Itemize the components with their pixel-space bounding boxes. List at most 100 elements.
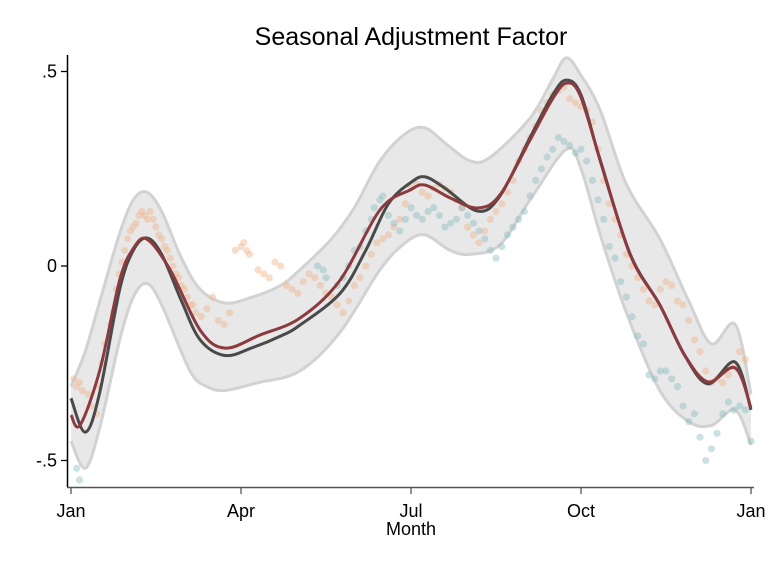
scatter-point-observed-b [520, 207, 529, 216]
scatter-point-observed-b [600, 215, 608, 223]
scatter-point-observed-b [481, 235, 489, 243]
scatter-point-observed-a [339, 309, 347, 317]
scatter-point-observed-b [464, 211, 472, 219]
scatter-point-observed-b [424, 207, 432, 216]
scatter-point-observed-b [617, 278, 625, 286]
scatter-point-observed-a [166, 254, 174, 262]
scatter-point-observed-a [390, 223, 398, 231]
scatter-point-observed-a [469, 231, 477, 239]
scatter-point-observed-a [401, 200, 409, 208]
scatter-point-observed-a [169, 262, 177, 270]
scatter-point-observed-a [245, 250, 254, 258]
scatter-point-observed-a [418, 188, 426, 196]
scatter-point-observed-b [713, 429, 721, 437]
y-tick-label: -.5 [36, 451, 57, 471]
scatter-point-observed-a [696, 348, 704, 356]
scatter-point-observed-b [322, 274, 330, 282]
scatter-point-observed-a [288, 285, 296, 293]
confidence-band-area [71, 57, 752, 469]
scatter-point-observed-b [469, 219, 477, 227]
scatter-point-observed-b [532, 176, 540, 184]
scatter-point-observed-a [138, 207, 146, 216]
scatter-point-observed-a [464, 223, 472, 231]
scatter-point-observed-a [146, 207, 154, 216]
scatter-point-observed-b [492, 254, 500, 262]
scatter-point-observed-a [237, 243, 245, 251]
x-tick-label: Jan [737, 501, 766, 521]
scatter-point-observed-a [475, 239, 483, 247]
scatter-point-observed-b [622, 293, 631, 301]
scatter-point-observed-b [724, 398, 733, 406]
scatter-point-observed-b [639, 340, 648, 348]
scatter-point-observed-b [498, 243, 506, 251]
scatter-point-observed-a [126, 227, 135, 235]
scatter-point-observed-b [401, 215, 409, 223]
scatter-point-observed-b [435, 211, 443, 219]
scatter-point-observed-b [651, 375, 659, 383]
scatter-point-observed-b [560, 137, 568, 146]
scatter-point-observed-a [656, 285, 665, 293]
scatter-point-observed-b [628, 313, 636, 321]
scatter-point-observed-b [503, 231, 511, 239]
scatter-point-observed-b [549, 145, 557, 153]
x-tick-label: Oct [567, 501, 595, 521]
scatter-point-observed-b [319, 266, 327, 274]
scatter-point-observed-a [214, 316, 222, 325]
scatter-point-observed-b [515, 215, 523, 223]
scatter-point-observed-a [345, 297, 353, 305]
scatter-point-observed-b [696, 433, 704, 441]
scatter-point-observed-a [260, 270, 268, 278]
scatter-point-observed-a [124, 235, 132, 243]
scatter-point-observed-a [356, 274, 364, 282]
scatter-point-observed-b [396, 227, 404, 235]
scatter-point-observed-a [129, 223, 137, 231]
x-axis-title: Month [386, 519, 436, 539]
scatter-point-observed-b [588, 176, 597, 184]
scatter-point-observed-a [265, 274, 273, 282]
scatter-point-observed-a [362, 262, 370, 270]
scatter-point-observed-a [180, 285, 188, 293]
scatter-point-observed-b [430, 204, 438, 212]
scatter-point-observed-b [475, 227, 483, 235]
scatter-point-observed-a [481, 227, 489, 235]
scatter-point-observed-a [486, 215, 494, 223]
scatter-point-observed-b [571, 149, 580, 157]
scatter-point-observed-a [498, 200, 506, 208]
scatter-point-observed-b [645, 371, 653, 379]
scatter-point-observed-a [305, 270, 313, 278]
scatter-point-observed-b [747, 437, 755, 445]
scatter-point-observed-a [741, 355, 750, 363]
scatter-point-observed-a [209, 293, 217, 301]
scatter-point-observed-a [189, 301, 197, 309]
scatter-point-observed-a [384, 231, 392, 239]
line-layer [69, 78, 753, 434]
scatter-point-observed-a [662, 278, 670, 286]
scatter-point-observed-a [294, 289, 302, 297]
scatter-point-observed-a [158, 235, 166, 243]
scatter-point-observed-b [447, 219, 455, 227]
scatter-point-observed-a [679, 301, 687, 309]
scatter-point-observed-a [149, 215, 157, 223]
scatter-point-observed-b [656, 367, 665, 375]
scatter-point-observed-b [736, 402, 744, 410]
scatter-point-observed-b [379, 192, 387, 200]
scatter-point-observed-a [311, 274, 319, 282]
scatter-point-observed-a [668, 281, 676, 289]
confidence-band-upper [69, 56, 753, 395]
y-ticks: .5 0 -.5 [36, 62, 68, 471]
scatter-point-observed-b [673, 383, 682, 391]
scatter-point-observed-a [316, 281, 324, 289]
y-tick-label: 0 [47, 256, 57, 276]
scatter-point-observed-b [543, 153, 551, 161]
scatter-point-observed-a [367, 250, 375, 258]
scatter-point-observed-a [350, 281, 358, 289]
scatter-point-observed-a [492, 207, 500, 216]
scatter-point-observed-b [605, 243, 614, 251]
scatter-point-observed-b [690, 410, 699, 418]
scatter-point-observed-b [407, 204, 415, 212]
scatter-point-observed-b [376, 196, 384, 204]
scatter-point-observed-b [418, 215, 426, 223]
scatter-point-observed-b [707, 445, 716, 453]
scatter-point-observed-a [75, 379, 84, 387]
